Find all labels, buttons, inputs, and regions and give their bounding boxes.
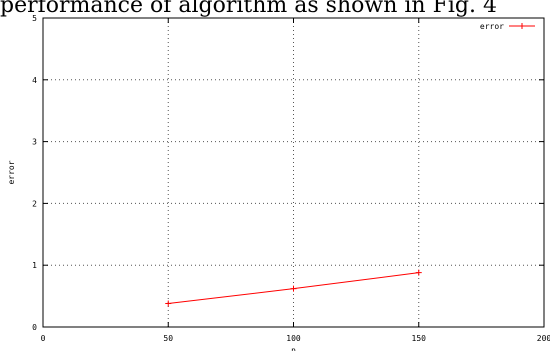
y-tick-label: 5 [32,14,37,23]
legend: error [480,22,535,31]
y-tick-label: 3 [32,138,37,147]
data-point [290,285,297,292]
x-tick-label: 200 [537,334,550,343]
x-tick-label: 100 [286,334,301,343]
figure-caption: performance of algorithm as shown in Fig… [0,0,497,18]
y-tick-label: 2 [32,199,37,208]
grid-lines [43,18,544,327]
data-point [165,300,172,307]
y-tick-label: 0 [32,323,37,332]
x-axis-label: n [291,346,296,351]
y-tick-label: 4 [32,76,37,85]
axis-ticks: 0 50 100 150 200 0 1 2 3 4 5 [32,14,550,343]
series-layer [165,269,422,307]
plot-frame [42,17,545,328]
y-axis-label: error [7,160,16,184]
data-point [415,269,422,276]
x-tick-label: 50 [163,334,173,343]
x-tick-label: 0 [41,334,46,343]
legend-label-error: error [480,22,504,31]
legend-marker-error [519,23,525,29]
y-tick-label: 1 [32,261,37,270]
x-tick-label: 150 [412,334,427,343]
